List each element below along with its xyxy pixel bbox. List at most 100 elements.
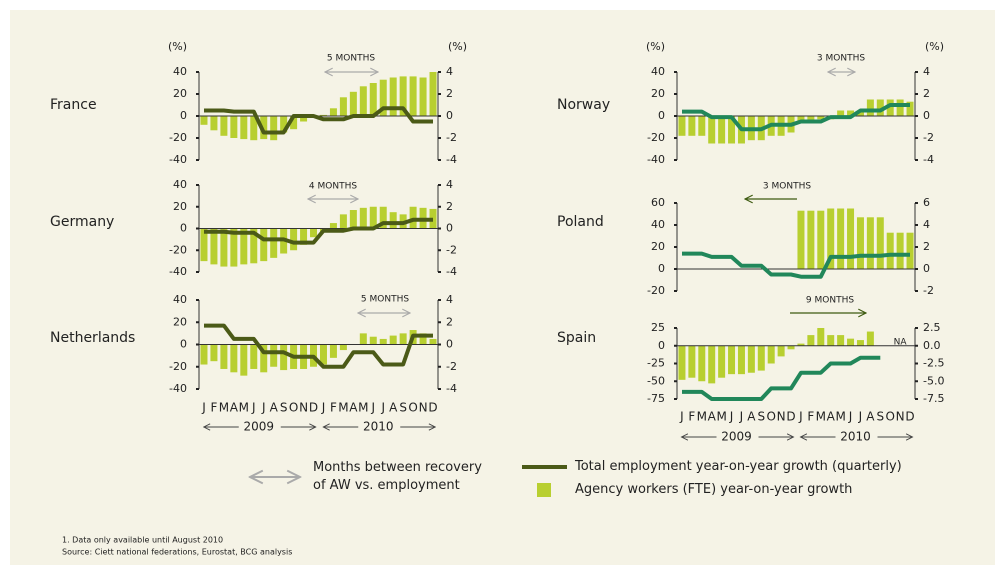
annotation: 5 MONTHS [361, 295, 409, 305]
bar [359, 207, 367, 229]
bar [718, 116, 726, 144]
bar [200, 344, 208, 365]
y-tick-label: 0 [180, 222, 187, 235]
bar [280, 344, 288, 371]
bar [886, 99, 894, 116]
bar [379, 338, 387, 345]
y-tick-label: -75 [647, 392, 665, 405]
line [204, 106, 433, 135]
y2-tick-label: 0 [446, 338, 453, 351]
legend-bar-label: Agency workers (FTE) year-on-year growth [575, 482, 853, 497]
bar [300, 228, 308, 245]
y2-tick-label: 2 [446, 315, 453, 328]
x-tick-label: D [309, 401, 318, 415]
y2-tick-label: -4 [446, 265, 457, 278]
y2-tick-label: -4 [923, 153, 934, 166]
bar [876, 99, 884, 116]
x-tick-label: N [419, 401, 428, 415]
bar [419, 77, 427, 116]
y2-tick-label: -7.5 [923, 392, 944, 405]
x-tick-label: D [905, 410, 914, 424]
y2-axis-label: (%) [925, 40, 944, 53]
bar [866, 217, 874, 269]
y2-tick-label: -2 [923, 284, 934, 297]
bar [419, 333, 427, 345]
y-axis-label: (%) [168, 40, 187, 53]
y-tick-label: 60 [651, 196, 665, 209]
y2-tick-label: 2.5 [923, 321, 941, 334]
x-tick-label: J [321, 401, 326, 415]
year-label: 2010 [840, 430, 871, 444]
x-tick-label: N [777, 410, 786, 424]
x-tick-label: A [349, 401, 358, 415]
bar [896, 232, 904, 269]
bar [379, 206, 387, 229]
x-tick-label: M [338, 401, 348, 415]
bar [210, 228, 218, 265]
x-tick-label: M [239, 401, 249, 415]
bar [310, 228, 318, 238]
x-tick-label: O [885, 410, 894, 424]
bar [896, 99, 904, 116]
bar [220, 116, 228, 136]
x-tick-label: M [219, 401, 229, 415]
y2-tick-label: 6 [923, 196, 930, 209]
bar [290, 228, 298, 251]
note: NA [894, 337, 908, 347]
x-tick-label: J [261, 401, 266, 415]
x-tick-label: J [201, 401, 206, 415]
chart-title: Netherlands [50, 330, 135, 346]
y2-tick-label: -4 [446, 382, 457, 395]
bar [429, 72, 437, 116]
y2-tick-label: 2 [446, 200, 453, 213]
year-label: 2009 [243, 420, 274, 434]
y2-tick-label: -5.0 [923, 374, 944, 387]
bar [728, 345, 736, 375]
bar [349, 91, 357, 116]
y-tick-label: 25 [651, 321, 665, 334]
x-tick-label: J [679, 410, 684, 424]
y-tick-label: -20 [647, 131, 665, 144]
bar [329, 223, 337, 229]
bar [409, 206, 417, 229]
y2-tick-label: -2 [446, 360, 457, 373]
bar [250, 116, 258, 141]
y-tick-label: -40 [169, 153, 187, 166]
bar [847, 208, 855, 269]
bar [250, 344, 258, 369]
x-tick-label: N [299, 401, 308, 415]
bar [260, 344, 268, 373]
y-tick-label: 0 [180, 109, 187, 122]
y2-tick-label: 2 [446, 87, 453, 100]
legend-arrow-label: Months between recovery of AW vs. employ… [313, 460, 482, 493]
x-tick-label: A [747, 410, 756, 424]
bar [399, 333, 407, 345]
bar [817, 328, 825, 346]
bar [290, 116, 298, 130]
x-tick-label: J [739, 410, 744, 424]
bar [260, 228, 268, 262]
y-tick-label: 0 [658, 262, 665, 275]
y2-tick-label: 0.0 [923, 339, 941, 352]
y-tick-label: -40 [169, 265, 187, 278]
bar [866, 99, 874, 116]
x-tick-label: S [757, 410, 765, 424]
bar [797, 116, 805, 122]
x-tick-label: N [896, 410, 905, 424]
bar [827, 208, 835, 269]
bar [300, 116, 308, 122]
bar [389, 335, 397, 345]
y2-tick-label: -2 [446, 243, 457, 256]
x-tick-label: S [280, 401, 288, 415]
bar [718, 345, 726, 378]
bar [688, 116, 696, 136]
bar [429, 208, 437, 229]
bar [349, 210, 357, 229]
y-tick-label: -20 [169, 360, 187, 373]
x-tick-label: S [876, 410, 884, 424]
y-tick-label: -20 [169, 243, 187, 256]
bar [210, 344, 218, 362]
y2-tick-label: 2 [923, 87, 930, 100]
bar [220, 344, 228, 369]
